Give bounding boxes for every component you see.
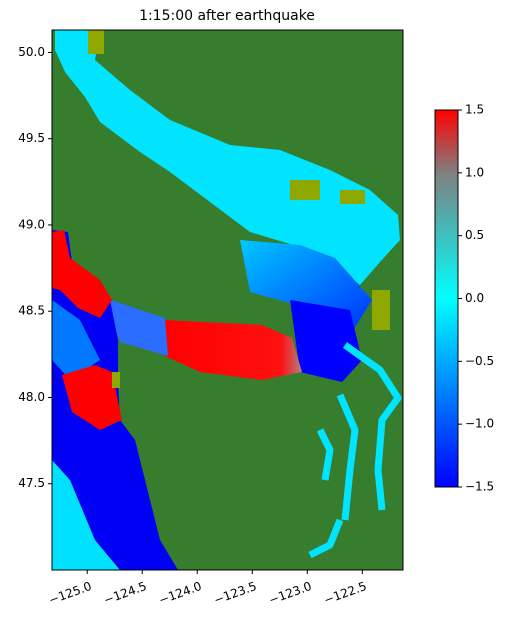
juan-de-fuca [165, 320, 302, 380]
shallow [88, 30, 104, 54]
colorbar-tick-label: 0.0 [465, 291, 484, 305]
colorbar-tick-label: 0.5 [465, 228, 484, 242]
y-tick-label: 48.0 [18, 390, 45, 404]
x-tick-label: −123.0 [267, 579, 314, 607]
shallow [290, 180, 320, 200]
red-patch-north [52, 230, 112, 318]
red-patch-south [62, 365, 122, 430]
puget-sound [308, 342, 402, 559]
colorbar-tick-label: 1.5 [465, 103, 484, 117]
y-tick-label: 49.0 [18, 217, 45, 231]
colorbar-tick-label: 1.0 [465, 165, 484, 179]
chart-title: 1:15:00 after earthquake [139, 8, 315, 24]
shallows [88, 30, 390, 388]
puget-channel [336, 393, 359, 521]
y-tick-label: 49.5 [18, 131, 45, 145]
ocean-shallow [52, 460, 120, 570]
axes-frame [51, 29, 404, 571]
ocean-mid [52, 300, 100, 380]
map [52, 30, 403, 570]
puget-channel [308, 518, 344, 559]
shallow [372, 290, 390, 330]
puget-channel [316, 428, 334, 481]
colorbar-tick-label: −0.5 [465, 354, 494, 368]
x-tick-label: −124.5 [102, 579, 149, 607]
colorbar [434, 109, 459, 488]
puget-channel [342, 342, 402, 511]
strait-entrance [105, 298, 168, 356]
colorbar-tick-label: −1.0 [465, 417, 494, 431]
y-tick-label: 50.0 [18, 45, 45, 59]
x-tick-label: −124.0 [157, 579, 204, 607]
colorbar-tick-label: −1.5 [465, 480, 494, 494]
puget-entrance [290, 300, 362, 382]
y-tick-label: 47.5 [18, 476, 45, 490]
shallow [112, 372, 120, 388]
strait-of-georgia [55, 30, 400, 285]
y-tick-label: 48.5 [18, 304, 45, 318]
shallow [340, 190, 365, 204]
x-tick-label: −123.5 [212, 579, 259, 607]
x-tick-label: −125.0 [47, 579, 94, 607]
x-tick-label: −122.5 [322, 579, 369, 607]
